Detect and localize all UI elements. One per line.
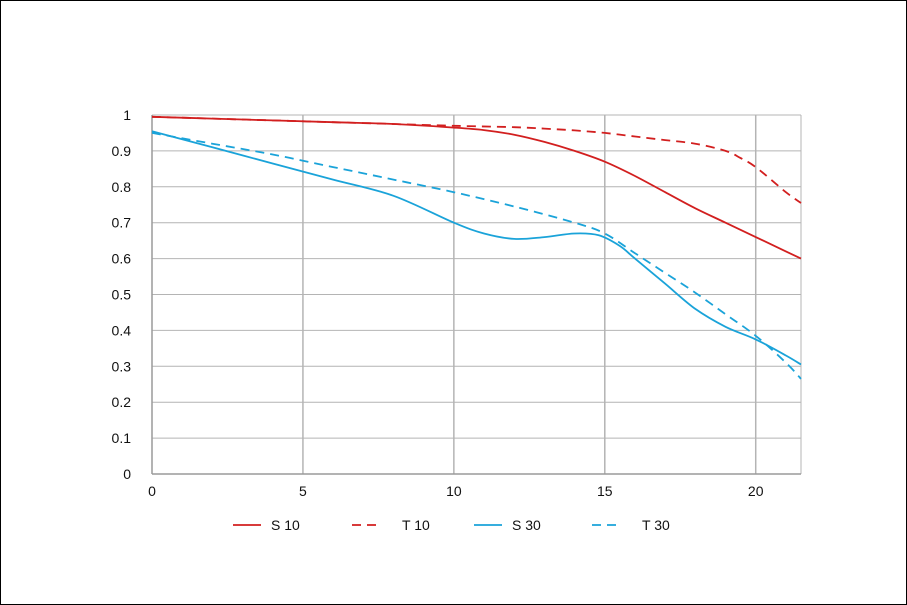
series-line-s-30 [151,130,802,366]
y-tick-label: 0.7 [112,215,132,231]
series-line-s-10 [151,115,802,260]
legend-label-s-30: S 30 [512,517,541,533]
legend-item-t-10: T 10 [352,517,430,533]
tick-labels: 00.10.20.30.40.50.60.70.80.910 5 10 15 20 [112,107,764,499]
y-tick-label: 0.9 [112,143,132,159]
x-tick-label: 20 [748,483,764,499]
y-tick-label: 0.3 [112,358,132,374]
x-tick-label: 5 [299,483,307,499]
legend-item-t-30: T 30 [592,517,670,533]
axes [151,115,802,475]
y-tick-label: 0.5 [112,287,132,303]
x-tick-label: 10 [446,483,462,499]
y-tick-label: 0.2 [112,394,132,410]
legend-label-t-30: T 30 [642,517,670,533]
series-line-t-10 [151,115,802,204]
legend-label-s-10: S 10 [271,517,300,533]
y-tick-label: 0.8 [112,179,132,195]
gridlines [152,114,801,475]
x-tick-label: 15 [597,483,613,499]
y-tick-label: 0.6 [112,251,132,267]
y-tick-label: 0.1 [112,430,132,446]
legend-label-t-10: T 10 [402,517,430,533]
legend-item-s-10: S 10 [233,517,300,533]
x-tick-label: 0 [148,483,156,499]
series-line-t-30 [151,132,802,380]
y-tick-label: 0 [123,466,131,482]
y-tick-label: 0.4 [112,322,132,338]
legend-item-s-30: S 30 [474,517,541,533]
series-lines [151,115,802,380]
y-tick-label: 1 [123,107,131,123]
legend: S 10 T 10 S 30 T 30 [233,517,670,533]
